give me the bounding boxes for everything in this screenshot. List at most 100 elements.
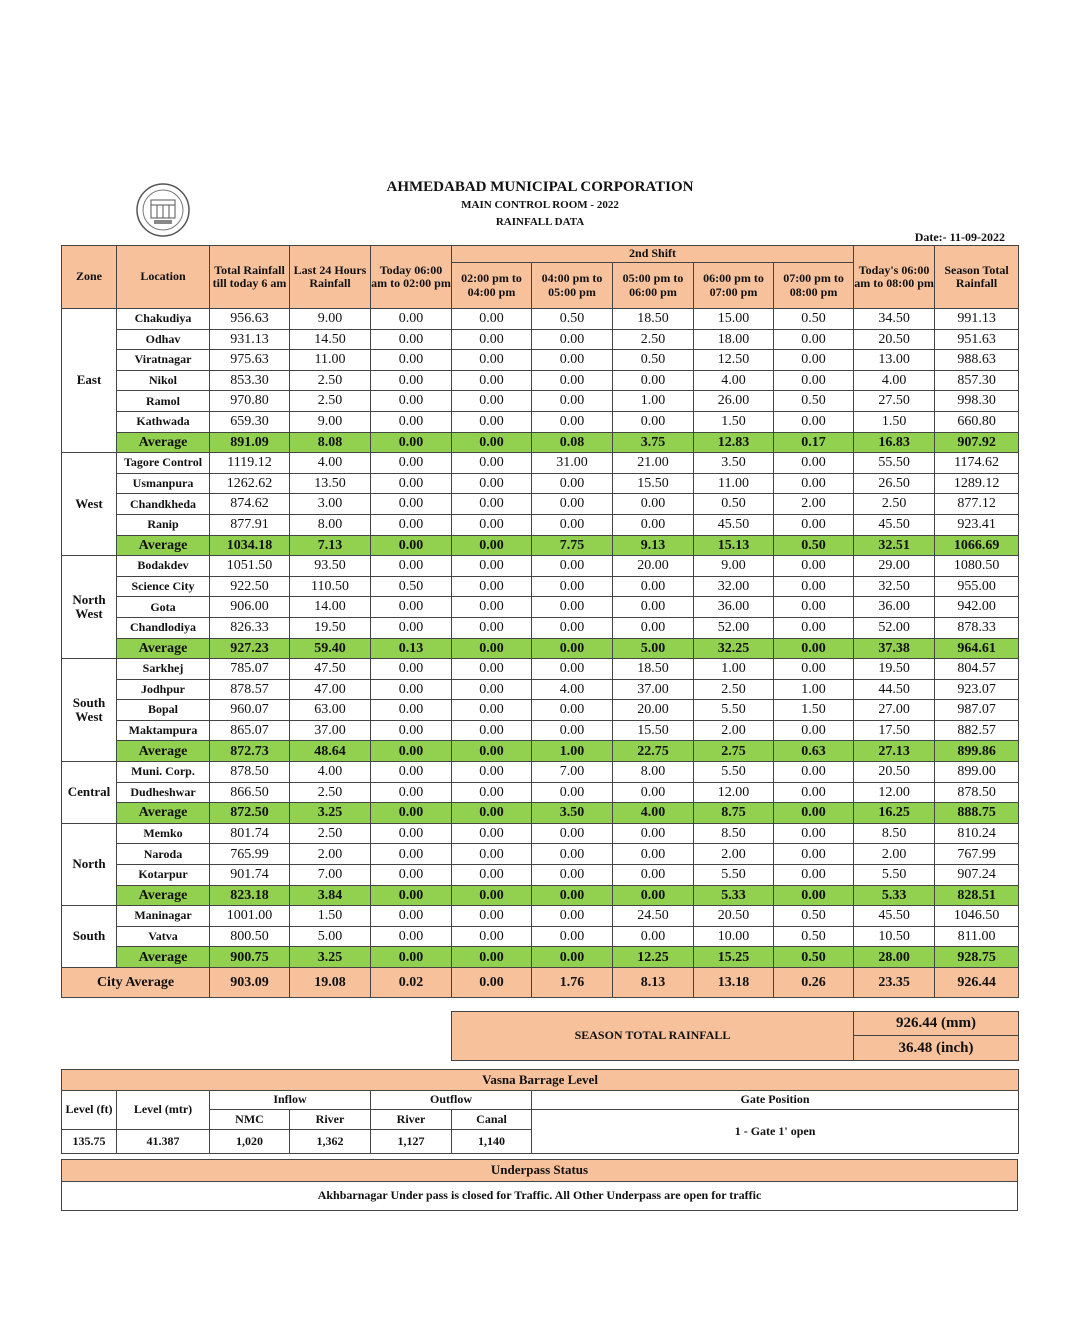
value: 37.00 bbox=[612, 678, 694, 701]
location: Vatva bbox=[116, 925, 210, 948]
value: 0.00 bbox=[451, 472, 532, 495]
inflow-col: River bbox=[289, 1109, 371, 1130]
value: 804.57 bbox=[934, 658, 1020, 680]
column-header: 02:00 pm to 04:00 pm bbox=[451, 262, 532, 309]
value: 12.00 bbox=[853, 781, 936, 804]
value: 0.00 bbox=[370, 822, 452, 845]
value: 32.50 bbox=[853, 575, 936, 598]
value: 0.00 bbox=[772, 781, 855, 804]
value: 0.00 bbox=[370, 719, 452, 742]
location: Gota bbox=[116, 596, 210, 618]
value: 8.50 bbox=[853, 822, 936, 845]
value: 12.00 bbox=[693, 781, 774, 804]
value: 0.00 bbox=[612, 843, 694, 866]
value: 660.80 bbox=[934, 410, 1020, 433]
outflow-col: River bbox=[370, 1109, 452, 1130]
value: 8.00 bbox=[289, 513, 371, 536]
average-value: 16.25 bbox=[853, 802, 936, 824]
rainfall-table: Zone Location Total Rainfall till today 6 … bbox=[61, 245, 1020, 998]
value: 0.00 bbox=[451, 699, 532, 721]
value: 26.00 bbox=[693, 390, 774, 412]
value: 0.50 bbox=[693, 493, 774, 515]
average-value: 0.00 bbox=[451, 534, 532, 557]
value: 0.00 bbox=[772, 328, 855, 351]
value: 0.00 bbox=[370, 472, 452, 495]
title: AHMEDABAD MUNICIPAL CORPORATION bbox=[386, 179, 694, 195]
outflow-value: 1,127 bbox=[370, 1129, 452, 1154]
location: Sarkhej bbox=[116, 658, 210, 680]
average-value: 5.33 bbox=[693, 884, 774, 907]
value: 0.50 bbox=[772, 925, 855, 948]
value: 21.00 bbox=[612, 452, 694, 474]
value: 0.00 bbox=[772, 596, 855, 618]
city-average-value: 13.18 bbox=[693, 967, 774, 998]
value: 7.00 bbox=[531, 761, 613, 783]
average-value: 928.75 bbox=[934, 946, 1020, 968]
location: Bodakdev bbox=[116, 555, 210, 577]
location: Ramol bbox=[116, 390, 210, 412]
location: Tagore Control bbox=[116, 452, 210, 474]
value: 0.00 bbox=[612, 781, 694, 804]
value: 36.00 bbox=[693, 596, 774, 618]
average-value: 15.13 bbox=[693, 534, 774, 557]
value: 0.00 bbox=[531, 616, 613, 639]
season-label: SEASON TOTAL RAINFALL bbox=[451, 1011, 854, 1061]
value: 1.00 bbox=[693, 658, 774, 680]
value: 942.00 bbox=[934, 596, 1020, 618]
average-value: 8.08 bbox=[289, 431, 371, 454]
value: 2.00 bbox=[853, 843, 936, 866]
value: 923.41 bbox=[934, 513, 1020, 536]
value: 13.50 bbox=[289, 472, 371, 495]
season-mm: 926.44 (mm) bbox=[853, 1011, 1019, 1036]
value: 26.50 bbox=[853, 472, 936, 495]
data-row: Viratnagar 975.63 11.00 0.00 0.00 0.00 0.50 12.… bbox=[62, 349, 1020, 371]
value: 0.00 bbox=[531, 555, 613, 577]
value: 0.00 bbox=[451, 308, 532, 330]
average-value: 28.00 bbox=[853, 946, 936, 968]
column-header: Today 06:00 am to 02:00 pm bbox=[370, 245, 452, 309]
average-value: 0.00 bbox=[451, 884, 532, 907]
value: 7.00 bbox=[289, 864, 371, 886]
value: 18.50 bbox=[612, 308, 694, 330]
column-header: Last 24 Hours Rainfall bbox=[289, 245, 371, 309]
value: 27.00 bbox=[853, 699, 936, 721]
value: 18.00 bbox=[693, 328, 774, 351]
value: 987.07 bbox=[934, 699, 1020, 721]
value: 0.00 bbox=[370, 616, 452, 639]
value: 0.00 bbox=[451, 513, 532, 536]
value: 1051.50 bbox=[209, 555, 290, 577]
value: 955.00 bbox=[934, 575, 1020, 598]
average-value: 7.75 bbox=[531, 534, 613, 557]
value: 0.00 bbox=[370, 308, 452, 330]
underpass-status: Akhbarnagar Under pass is closed for Tra… bbox=[61, 1181, 1018, 1211]
value: 0.00 bbox=[612, 369, 694, 392]
value: 0.00 bbox=[451, 822, 532, 845]
average-row: Average 927.23 59.40 0.13 0.00 0.00 5.00 32.25 0… bbox=[62, 637, 1020, 660]
value: 0.00 bbox=[451, 905, 532, 927]
average-value: 0.00 bbox=[451, 946, 532, 968]
average-value: 37.38 bbox=[853, 637, 936, 660]
value: 0.00 bbox=[370, 493, 452, 515]
average-value: 0.00 bbox=[531, 637, 613, 660]
value: 0.00 bbox=[451, 719, 532, 742]
average-value: 3.84 bbox=[289, 884, 371, 907]
average-value: 0.17 bbox=[772, 431, 855, 454]
value: 0.00 bbox=[772, 349, 855, 371]
data-row: Jodhpur 878.57 47.00 0.00 0.00 4.00 37.00 2.50 1… bbox=[62, 678, 1020, 701]
city-average-value: 19.08 bbox=[289, 967, 371, 998]
data-row: Ranip 877.91 8.00 0.00 0.00 0.00 0.00 45.50 0.00… bbox=[62, 513, 1020, 536]
value: 0.50 bbox=[612, 349, 694, 371]
value: 31.00 bbox=[531, 452, 613, 474]
value: 18.50 bbox=[612, 658, 694, 680]
value: 20.00 bbox=[612, 555, 694, 577]
value: 0.00 bbox=[772, 719, 855, 742]
subtitle: MAIN CONTROL ROOM - 2022 bbox=[461, 199, 619, 211]
value: 0.00 bbox=[451, 658, 532, 680]
value: 878.50 bbox=[209, 761, 290, 783]
average-value: 0.00 bbox=[772, 802, 855, 824]
value: 9.00 bbox=[289, 410, 371, 433]
value: 0.00 bbox=[772, 410, 855, 433]
value: 0.00 bbox=[370, 678, 452, 701]
average-value: 32.51 bbox=[853, 534, 936, 557]
average-value: 5.00 bbox=[612, 637, 694, 660]
